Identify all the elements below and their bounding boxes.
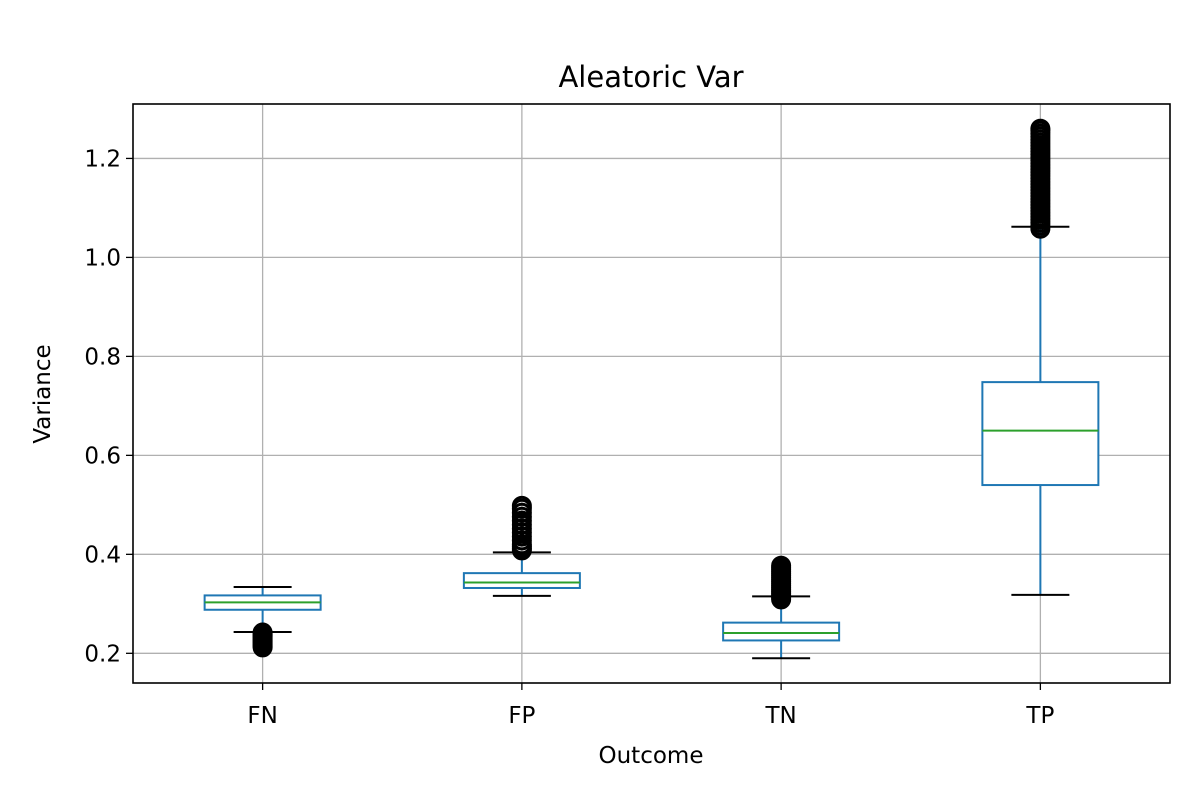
- y-tick-label: 0.2: [84, 641, 121, 667]
- x-tick-label: TP: [1025, 703, 1054, 729]
- box-tn: [722, 555, 841, 660]
- y-tick-label: 0.6: [84, 443, 121, 469]
- box-fp: [462, 495, 581, 597]
- y-axis-label: Variance: [30, 344, 56, 443]
- x-tick-label: FP: [508, 703, 535, 729]
- outlier-point: [771, 555, 792, 576]
- y-tick-label: 0.8: [84, 344, 121, 370]
- iqr-box: [981, 381, 1100, 487]
- y-tick-label: 0.4: [84, 542, 121, 568]
- iqr-box: [722, 621, 841, 642]
- boxes: [203, 118, 1100, 660]
- ticks: 0.2 0.4 0.6 0.8 1.0 1.2 FN FP TN TP: [84, 146, 1054, 729]
- box-tp: [981, 118, 1100, 596]
- x-axis-label: Outcome: [599, 743, 704, 769]
- box-fn: [203, 585, 322, 658]
- x-tick-label: TN: [764, 703, 796, 729]
- y-tick-label: 1.0: [84, 245, 121, 271]
- iqr-box: [462, 572, 581, 589]
- chart-title: Aleatoric Var: [558, 60, 743, 94]
- x-tick-label: FN: [247, 703, 277, 729]
- outlier-point: [511, 495, 532, 516]
- outlier-point: [1030, 118, 1051, 139]
- outlier-point: [252, 622, 273, 643]
- y-tick-label: 1.2: [84, 146, 121, 172]
- axes-frame: [132, 103, 1171, 684]
